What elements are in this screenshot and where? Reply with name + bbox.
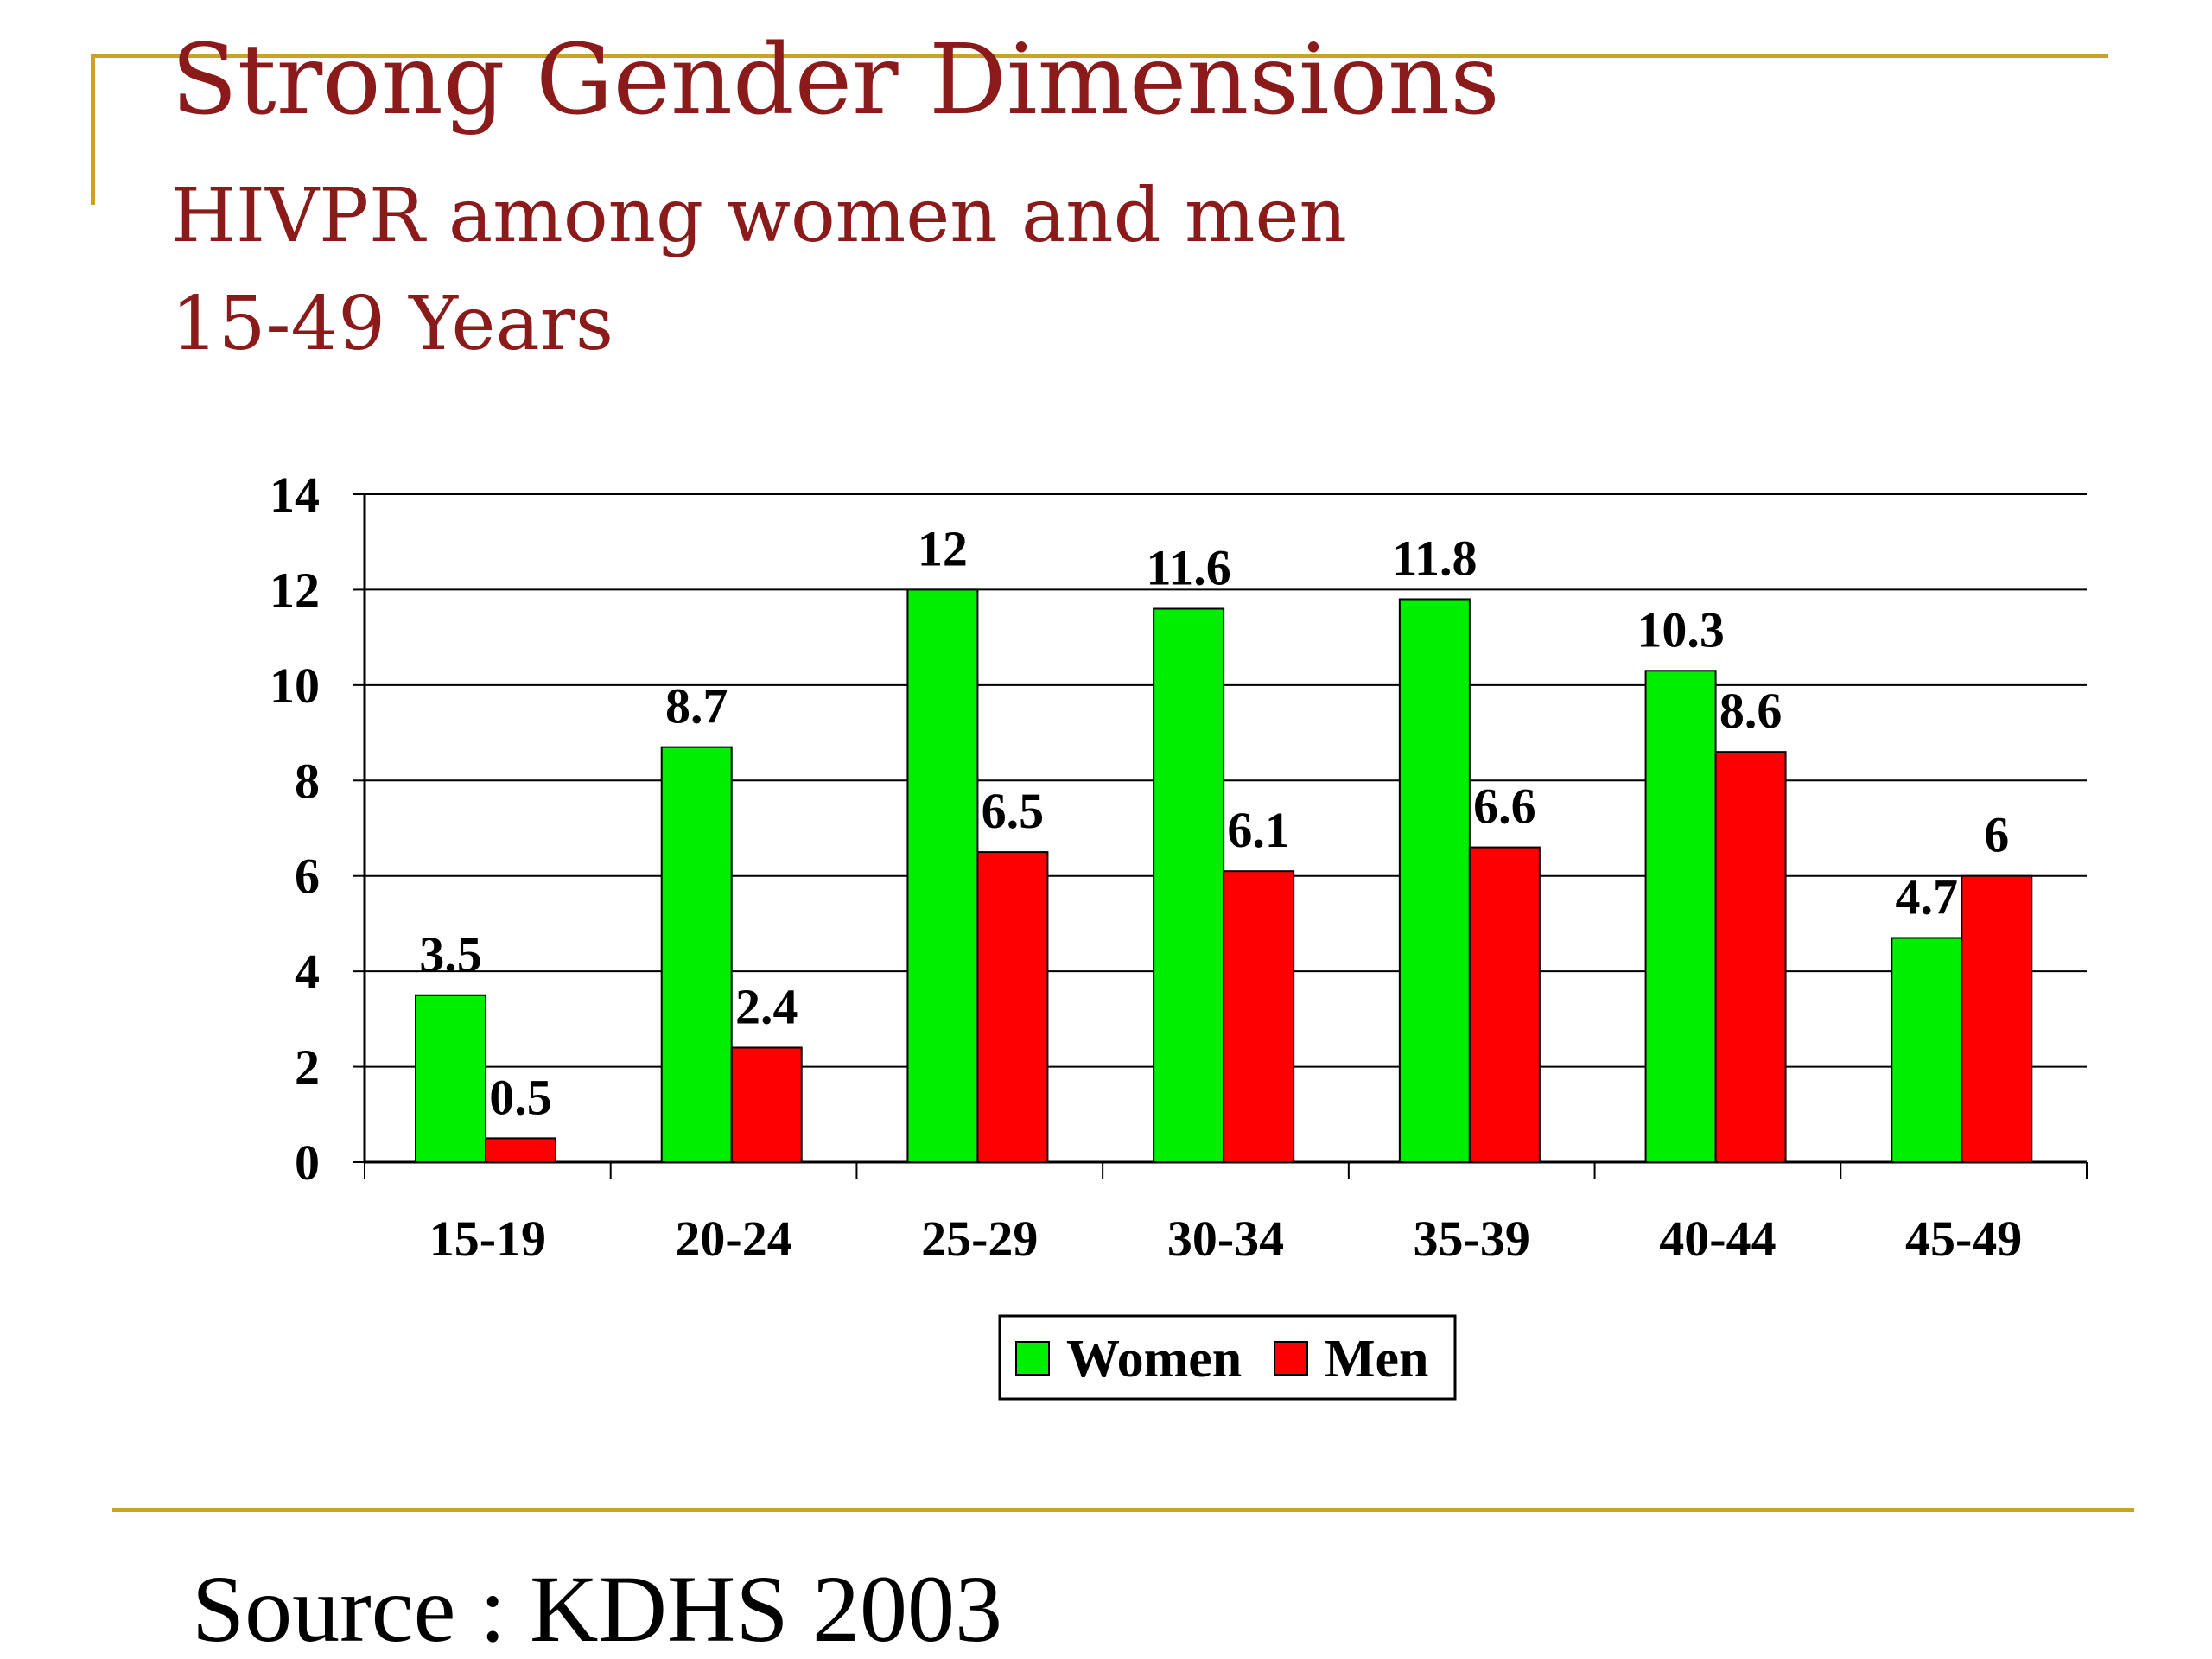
men-bar bbox=[485, 1137, 556, 1163]
subtitle-line-1: HIVPR among women and men bbox=[171, 173, 1347, 259]
y-tick-label: 10 bbox=[270, 658, 320, 714]
x-tick-label: 15-19 bbox=[429, 1211, 546, 1267]
source-caption: Source : KDHS 2003 bbox=[192, 1556, 1003, 1659]
men-bar bbox=[1714, 751, 1787, 1164]
men-data-label: 8.6 bbox=[1719, 683, 1783, 739]
women-data-label: 3.5 bbox=[419, 926, 482, 982]
women-bar bbox=[1398, 598, 1471, 1163]
women-data-label: 8.7 bbox=[665, 678, 728, 734]
men-bar bbox=[1961, 874, 2033, 1163]
x-tick-label: 45-49 bbox=[1905, 1211, 2022, 1267]
men-bar bbox=[1223, 870, 1295, 1163]
men-data-label: 6.1 bbox=[1227, 802, 1290, 858]
left-accent-rule bbox=[91, 54, 95, 205]
men-legend-swatch bbox=[1274, 1341, 1308, 1376]
women-bar bbox=[1891, 937, 1963, 1163]
legend-box bbox=[998, 1314, 1457, 1401]
men-bar bbox=[976, 851, 1049, 1163]
men-data-label: 2.4 bbox=[735, 978, 798, 1034]
women-data-label: 12 bbox=[918, 520, 968, 576]
women-bar bbox=[415, 994, 486, 1163]
slide-title: Strong Gender Dimensions bbox=[171, 24, 1500, 137]
subtitle-line-2: 15-49 Years bbox=[171, 281, 613, 367]
x-tick-label: 30-34 bbox=[1167, 1211, 1284, 1267]
y-tick-label: 2 bbox=[295, 1039, 320, 1096]
men-bar bbox=[1468, 846, 1541, 1163]
y-tick-label: 14 bbox=[270, 467, 320, 523]
women-data-label: 11.8 bbox=[1392, 530, 1477, 586]
men-data-label: 6 bbox=[1984, 807, 2009, 863]
y-tick-label: 8 bbox=[295, 753, 320, 809]
women-data-label: 11.6 bbox=[1146, 540, 1230, 596]
y-tick-label: 0 bbox=[295, 1135, 320, 1191]
women-data-label: 10.3 bbox=[1637, 601, 1725, 658]
women-legend-label: Women bbox=[1066, 1330, 1242, 1389]
x-tick-label: 25-29 bbox=[921, 1211, 1038, 1267]
men-legend-label: Men bbox=[1325, 1330, 1429, 1389]
women-data-label: 4.7 bbox=[1896, 868, 1959, 925]
women-bar bbox=[1644, 670, 1717, 1163]
women-bar bbox=[1153, 607, 1225, 1163]
top-accent-rule bbox=[91, 54, 2108, 58]
men-data-label: 6.5 bbox=[982, 783, 1045, 839]
x-tick-label: 20-24 bbox=[675, 1211, 791, 1267]
x-tick-label: 35-39 bbox=[1414, 1211, 1530, 1267]
men-data-label: 0.5 bbox=[489, 1069, 552, 1125]
women-legend-swatch bbox=[1015, 1341, 1050, 1376]
bar-chart: 0 2 4 6 8 10 12 14 3.5 0.5 15-19 8.7 2.4 20-24 12 6.5 25… bbox=[270, 467, 2088, 1401]
y-tick-label: 4 bbox=[295, 944, 320, 1000]
bottom-accent-rule bbox=[112, 1508, 2134, 1512]
women-bar bbox=[660, 746, 733, 1164]
y-tick-label: 12 bbox=[270, 562, 320, 618]
women-bar bbox=[906, 588, 979, 1163]
slide-subtitle: HIVPR among women and men 15-49 Years bbox=[171, 162, 1347, 378]
men-data-label: 6.6 bbox=[1473, 779, 1536, 835]
men-bar bbox=[730, 1046, 803, 1163]
x-tick-label: 40-44 bbox=[1659, 1211, 1776, 1267]
y-tick-label: 6 bbox=[295, 849, 320, 905]
